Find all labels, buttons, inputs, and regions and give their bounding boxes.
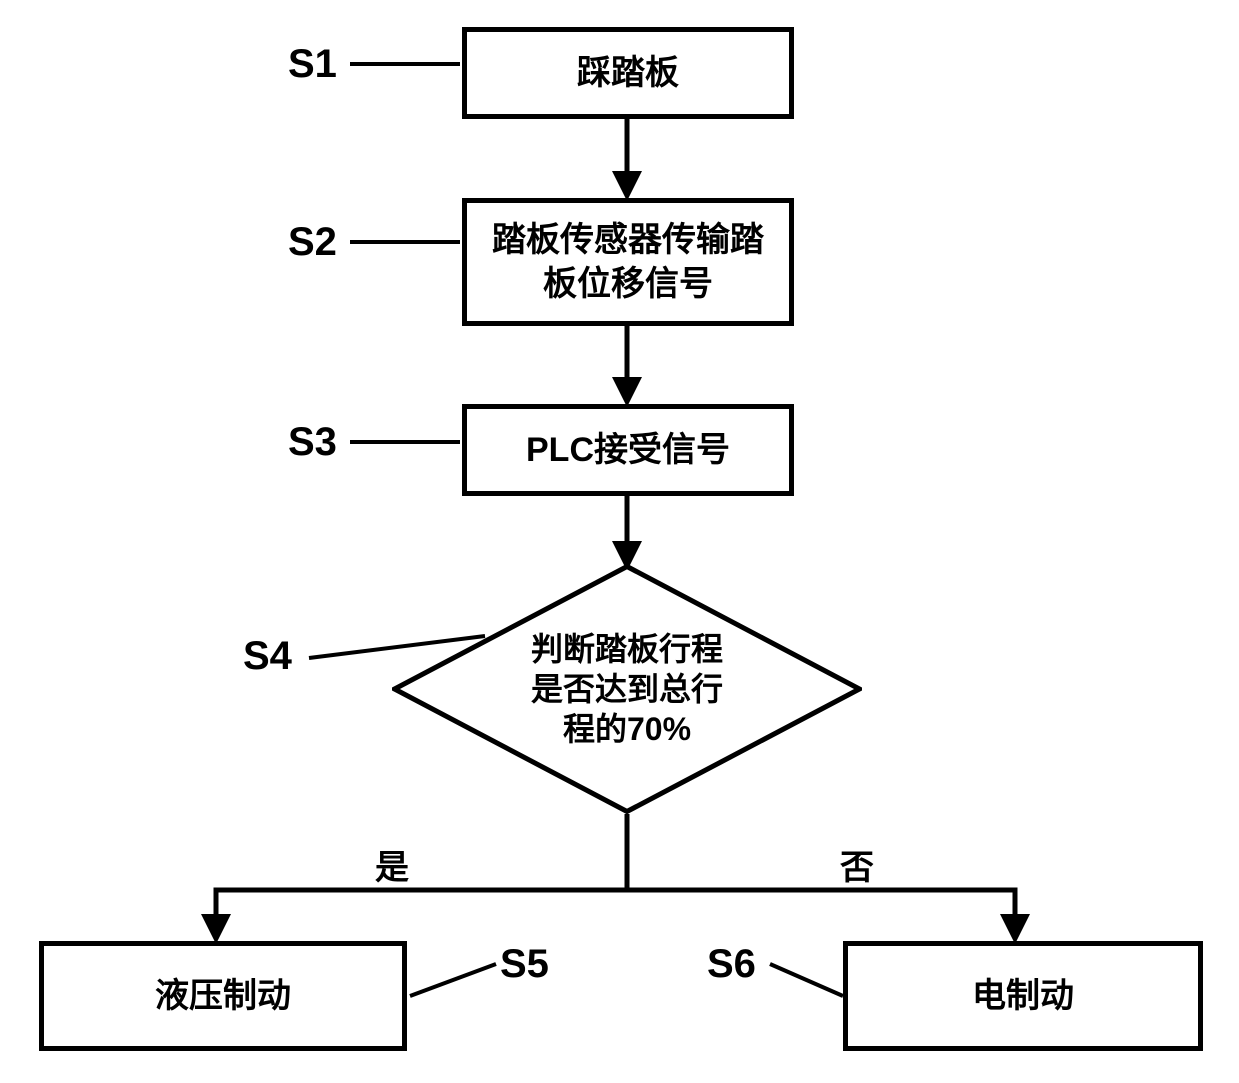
label-s4: S4 bbox=[243, 634, 292, 679]
label-s1: S1 bbox=[288, 42, 337, 87]
label-s3: S3 bbox=[288, 420, 337, 465]
decision-box: 判断踏板行程是否达到总行程的70% bbox=[392, 564, 862, 814]
edge-label-yes: 是 bbox=[375, 840, 409, 889]
step-1-box: 踩踏板 bbox=[462, 27, 794, 119]
label-s6: S6 bbox=[707, 942, 756, 987]
step-1-text: 踩踏板 bbox=[577, 51, 679, 95]
step-2-text: 踏板传感器传输踏板位移信号 bbox=[492, 218, 764, 306]
step-5-box: 液压制动 bbox=[39, 941, 407, 1051]
label-s5: S5 bbox=[500, 942, 549, 987]
edge-label-no: 否 bbox=[840, 840, 874, 889]
step-2-box: 踏板传感器传输踏板位移信号 bbox=[462, 198, 794, 326]
step-3-box: PLC接受信号 bbox=[462, 404, 794, 496]
step-5-text: 液压制动 bbox=[155, 974, 291, 1018]
decision-text: 判断踏板行程是否达到总行程的70% bbox=[392, 629, 862, 749]
label-s2: S2 bbox=[288, 220, 337, 265]
connector-layer bbox=[0, 0, 1239, 1083]
step-6-box: 电制动 bbox=[843, 941, 1203, 1051]
step-6-text: 电制动 bbox=[972, 974, 1074, 1018]
step-3-text: PLC接受信号 bbox=[526, 428, 730, 472]
flowchart-canvas: 踩踏板 踏板传感器传输踏板位移信号 PLC接受信号 判断踏板行程是否达到总行程的… bbox=[0, 0, 1239, 1083]
